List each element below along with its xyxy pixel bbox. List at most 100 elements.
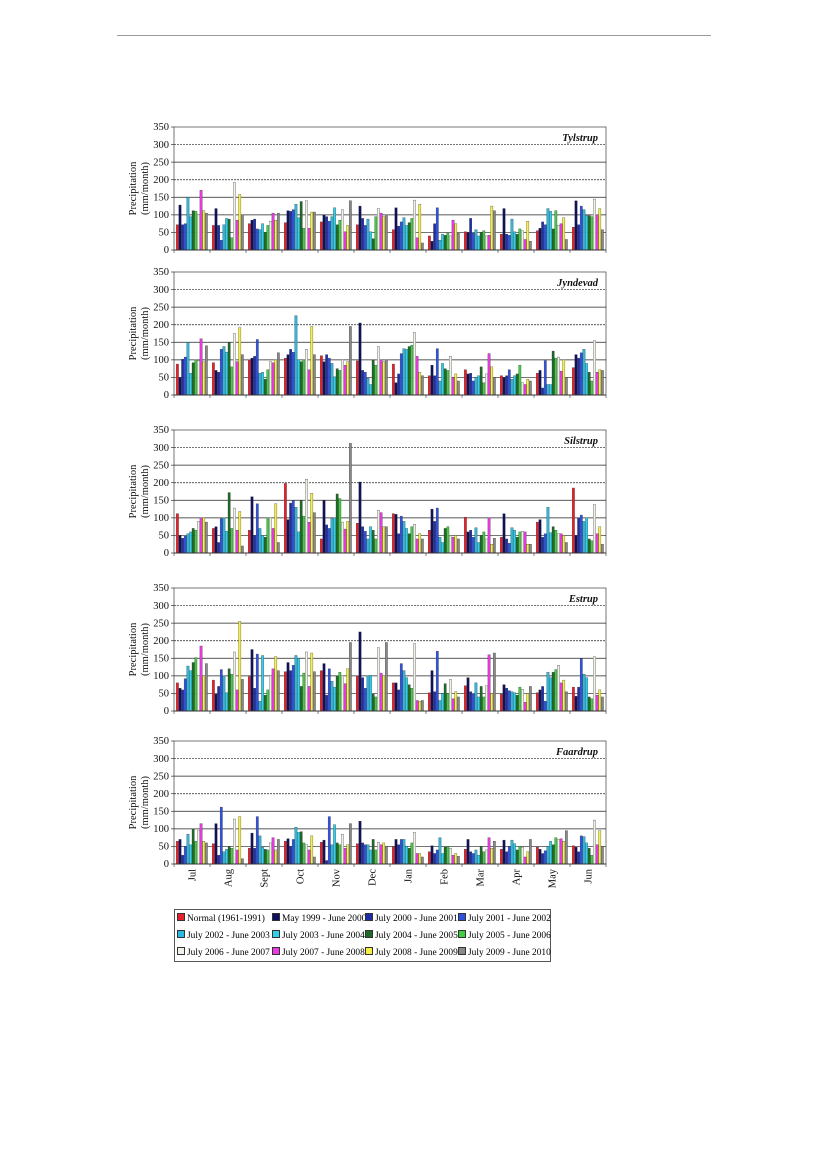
legend-swatch [272, 913, 280, 921]
bar [205, 212, 208, 251]
bar [305, 844, 308, 865]
legend-item-2000: July 2000 - June 2001 [365, 913, 458, 925]
bar [413, 524, 416, 554]
bar [356, 522, 359, 554]
y-axis-label: Precipitation [128, 306, 139, 360]
bar [546, 507, 550, 554]
y-axis-label-unit: (mm/month) [140, 161, 151, 215]
y-tick-label: 0 [164, 859, 169, 870]
bar [585, 215, 588, 251]
y-tick-label: 150 [153, 806, 169, 817]
bar [297, 832, 300, 865]
chart-title: Silstrup [564, 436, 598, 447]
bar [457, 856, 460, 865]
bar [513, 843, 516, 865]
bar [502, 377, 506, 396]
bar [538, 370, 542, 396]
bar [479, 232, 483, 251]
bar [181, 224, 185, 251]
bar [225, 692, 228, 712]
bar [536, 521, 539, 554]
bar [590, 698, 594, 712]
bar [305, 479, 308, 554]
bar [500, 537, 503, 554]
bar [415, 237, 419, 251]
bar [349, 326, 352, 396]
y-axis-label: Precipitation [128, 622, 139, 676]
bar [186, 833, 190, 865]
bar [191, 662, 195, 712]
bar [371, 839, 375, 865]
bar [543, 850, 547, 865]
bar [325, 216, 329, 251]
y-axis-label: Precipitation [128, 161, 139, 215]
bar [549, 532, 552, 554]
bar [590, 540, 594, 554]
y-tick-label: 250 [153, 460, 169, 471]
bar [438, 537, 442, 554]
bar [297, 359, 300, 396]
legend-item-2002: July 2002 - June 2003 [177, 930, 270, 942]
legend-label: July 2001 - June 2002 [468, 914, 551, 924]
bar [197, 360, 200, 396]
bar [410, 526, 414, 554]
bar [397, 844, 401, 865]
bar [333, 517, 336, 554]
bar [392, 846, 395, 865]
y-tick-label: 200 [153, 636, 169, 647]
bar [551, 526, 555, 554]
bar [574, 535, 578, 554]
bar [479, 846, 483, 865]
bar [191, 362, 195, 396]
bar [202, 841, 206, 865]
bar [590, 380, 594, 396]
y-tick-label: 50 [159, 228, 170, 239]
bar [248, 530, 251, 554]
bar [297, 531, 300, 554]
bar [238, 511, 242, 554]
bar [302, 515, 306, 554]
bar [325, 695, 329, 712]
bar [284, 483, 287, 554]
bar [299, 201, 303, 251]
bar [418, 533, 422, 554]
bar [510, 691, 514, 712]
bar [601, 846, 604, 865]
bar [407, 533, 411, 554]
bar [382, 842, 386, 865]
bar [515, 537, 519, 554]
bar [399, 839, 403, 865]
bar [418, 853, 422, 865]
bar [518, 846, 522, 865]
bar [289, 670, 293, 712]
bar [449, 535, 452, 554]
bar [407, 848, 411, 865]
bar [225, 351, 228, 396]
bar [325, 354, 329, 396]
bar [435, 849, 439, 865]
bar [261, 846, 264, 865]
chart-title: Tylstrup [562, 133, 598, 144]
bar [305, 200, 308, 251]
bar [333, 207, 336, 251]
bar [507, 543, 511, 554]
y-tick-label: 150 [153, 495, 169, 506]
chart-title: Jyndevad [556, 278, 599, 289]
bar [183, 356, 187, 396]
bar [477, 855, 480, 865]
bar [413, 643, 416, 712]
bar [356, 360, 359, 396]
bar [601, 696, 604, 712]
bar [457, 696, 460, 712]
bar [263, 379, 267, 396]
legend-label: July 2006 - June 2007 [187, 948, 270, 958]
bar [428, 851, 431, 865]
bar [487, 837, 491, 865]
bar [261, 223, 264, 251]
bar [291, 665, 295, 712]
bar [543, 360, 547, 396]
bar [212, 362, 215, 396]
bar [477, 542, 480, 554]
bar [335, 842, 339, 865]
bar [202, 517, 206, 554]
